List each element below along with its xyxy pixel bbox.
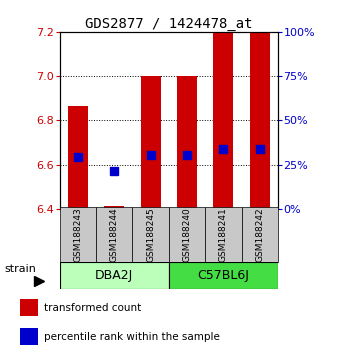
Text: GSM188245: GSM188245 (146, 207, 155, 262)
Text: GSM188243: GSM188243 (73, 207, 83, 262)
FancyBboxPatch shape (132, 207, 169, 262)
FancyBboxPatch shape (60, 262, 169, 289)
Bar (20, 299, 38, 316)
Title: GDS2877 / 1424478_at: GDS2877 / 1424478_at (85, 17, 253, 31)
FancyBboxPatch shape (96, 207, 132, 262)
Text: percentile rank within the sample: percentile rank within the sample (44, 332, 220, 342)
Text: GSM188241: GSM188241 (219, 207, 228, 262)
Bar (213, 32, 233, 209)
Bar (20, 328, 38, 345)
FancyBboxPatch shape (241, 207, 278, 262)
Bar (250, 32, 270, 209)
FancyBboxPatch shape (205, 207, 241, 262)
FancyBboxPatch shape (60, 207, 96, 262)
Text: GSM188242: GSM188242 (255, 207, 264, 262)
Text: transformed count: transformed count (44, 303, 142, 313)
Text: GSM188240: GSM188240 (182, 207, 192, 262)
Text: strain: strain (5, 264, 36, 274)
Text: GSM188244: GSM188244 (110, 207, 119, 262)
Bar (104, 206, 124, 209)
Text: C57BL6J: C57BL6J (197, 269, 249, 282)
FancyBboxPatch shape (169, 262, 278, 289)
Text: DBA2J: DBA2J (95, 269, 133, 282)
Bar (177, 76, 197, 209)
Bar (68, 106, 88, 209)
FancyBboxPatch shape (169, 207, 205, 262)
Bar (140, 76, 161, 209)
